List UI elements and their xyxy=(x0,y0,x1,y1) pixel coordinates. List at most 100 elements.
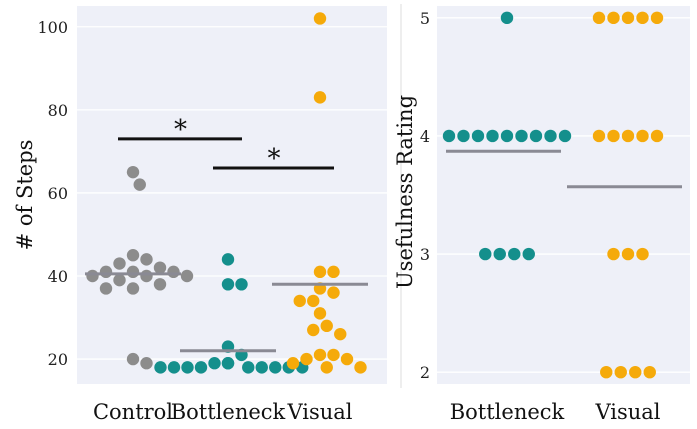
data-point xyxy=(313,265,327,279)
data-point xyxy=(327,286,340,299)
data-point xyxy=(320,361,333,374)
significance-star: * xyxy=(268,144,281,174)
steps-y-tick-label: 40 xyxy=(48,267,68,286)
data-point xyxy=(636,11,649,25)
steps-x-tick-label: Bottleneck xyxy=(171,400,286,424)
rating-y-tick-label: 2 xyxy=(420,363,430,382)
data-point xyxy=(500,129,514,143)
data-point xyxy=(113,257,126,270)
data-point xyxy=(153,278,167,291)
rating-plot-background xyxy=(437,6,690,384)
data-point xyxy=(154,361,167,374)
rating-panel: 2 3 4 5 Bottleneck Visual Usefulness Rating xyxy=(393,6,690,424)
data-point xyxy=(255,361,268,374)
significance-star: * xyxy=(174,115,187,145)
data-point xyxy=(140,357,153,370)
data-point xyxy=(529,129,543,143)
data-point xyxy=(126,282,140,295)
steps-y-tick-label: 80 xyxy=(48,101,68,120)
data-point xyxy=(607,129,620,143)
data-point xyxy=(508,247,521,261)
data-point xyxy=(607,247,620,261)
rating-x-tick-label: Visual xyxy=(594,400,660,424)
data-point xyxy=(643,365,656,379)
data-point xyxy=(621,11,635,25)
data-point xyxy=(515,129,528,143)
data-point xyxy=(340,352,354,366)
data-point xyxy=(140,253,153,266)
data-point xyxy=(607,11,620,25)
data-point xyxy=(600,365,613,379)
data-point xyxy=(442,129,456,143)
rating-x-tick-label: Bottleneck xyxy=(450,400,565,424)
data-point xyxy=(235,278,248,291)
steps-y-axis-label: # of Steps xyxy=(13,140,37,251)
data-point xyxy=(650,11,664,25)
data-point xyxy=(486,129,499,143)
data-point xyxy=(327,265,340,279)
rating-y-tick-label: 3 xyxy=(420,245,430,264)
steps-y-tick-label: 100 xyxy=(37,18,68,37)
data-point xyxy=(313,348,327,362)
data-point xyxy=(113,273,126,287)
data-point xyxy=(221,253,235,266)
data-point xyxy=(621,247,635,261)
data-point xyxy=(500,11,514,25)
data-point xyxy=(636,129,649,143)
data-point xyxy=(180,269,194,283)
data-point xyxy=(221,278,235,291)
data-point xyxy=(621,129,635,143)
data-point xyxy=(194,361,208,374)
rating-y-tick-label: 4 xyxy=(420,127,430,146)
data-point xyxy=(99,265,113,279)
data-point xyxy=(181,361,194,374)
data-point xyxy=(544,129,557,143)
data-point xyxy=(471,129,485,143)
data-point xyxy=(86,269,99,283)
steps-y-tick-label: 60 xyxy=(48,184,68,203)
data-point xyxy=(307,323,320,337)
data-point xyxy=(167,361,181,374)
steps-y-tick-label: 20 xyxy=(48,350,68,369)
data-point xyxy=(99,282,113,295)
data-point xyxy=(242,361,255,374)
data-point xyxy=(313,307,327,320)
data-point xyxy=(522,247,535,261)
data-point xyxy=(327,348,340,362)
data-point xyxy=(313,91,327,104)
data-point xyxy=(269,361,282,374)
data-point xyxy=(167,265,180,279)
data-point xyxy=(313,12,327,25)
data-point xyxy=(208,357,221,370)
data-point xyxy=(320,319,333,333)
data-point xyxy=(457,129,470,143)
data-point xyxy=(354,361,367,374)
data-point xyxy=(307,294,320,308)
data-point xyxy=(493,247,506,261)
data-point xyxy=(650,129,664,143)
data-point xyxy=(592,129,606,143)
data-point xyxy=(221,357,235,370)
data-point xyxy=(334,327,347,341)
rating-y-axis-label: Usefulness Rating xyxy=(393,95,417,289)
data-point xyxy=(126,265,140,279)
data-point xyxy=(300,352,313,366)
data-point xyxy=(153,261,167,274)
data-point xyxy=(293,294,306,308)
data-point xyxy=(126,165,140,179)
rating-y-tick-label: 5 xyxy=(420,9,430,28)
data-point xyxy=(140,269,153,283)
data-point xyxy=(479,247,492,261)
data-point xyxy=(629,365,642,379)
data-point xyxy=(126,352,140,366)
data-point xyxy=(558,129,572,143)
steps-plot-background xyxy=(77,6,387,384)
data-point xyxy=(592,11,606,25)
data-point xyxy=(126,249,140,262)
data-point xyxy=(133,178,146,191)
data-point xyxy=(636,247,649,261)
data-point xyxy=(286,357,300,370)
steps-x-tick-label: Control xyxy=(93,400,173,424)
